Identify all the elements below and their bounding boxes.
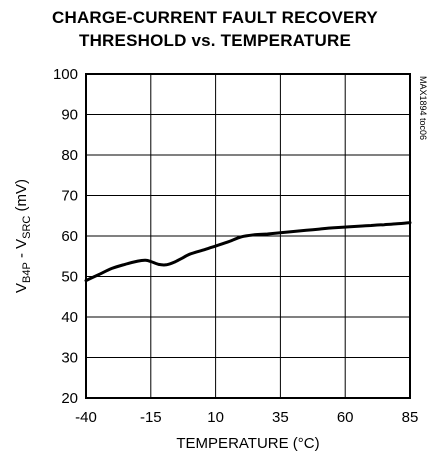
chart-title-line-1: CHARGE-CURRENT FAULT RECOVERY xyxy=(52,8,378,27)
y-tick-label: 70 xyxy=(61,188,78,205)
x-tick-label: 60 xyxy=(337,409,354,426)
y-label-part-3: (mV) xyxy=(13,179,30,216)
y-label-sub-2: SRC xyxy=(21,216,33,239)
figure-code: MAX1894 toc06 xyxy=(418,76,428,140)
x-tick-label: -15 xyxy=(140,409,162,426)
y-tick-label: 30 xyxy=(61,350,78,367)
y-tick-label: 90 xyxy=(61,107,78,124)
x-axis-label: TEMPERATURE (°C) xyxy=(176,435,319,452)
x-tick-label: 85 xyxy=(402,409,419,426)
y-tick-label: 100 xyxy=(53,66,78,83)
y-label-sub-1: B4P xyxy=(21,262,33,283)
series-line xyxy=(84,221,412,283)
x-tick-labels: -40 -15 10 35 60 85 xyxy=(75,409,418,426)
x-tick-label: 10 xyxy=(207,409,224,426)
y-tick-label: 40 xyxy=(61,309,78,326)
plot-frame xyxy=(85,73,411,399)
y-tick-label: 20 xyxy=(61,390,78,407)
y-tick-labels: 20 30 40 50 60 70 80 90 100 xyxy=(53,66,78,407)
x-tick-label: -40 xyxy=(75,409,97,426)
x-tick-label: 35 xyxy=(272,409,289,426)
y-tick-label: 60 xyxy=(61,228,78,245)
chart-title-line-2: THRESHOLD vs. TEMPERATURE xyxy=(79,31,351,50)
y-tick-label: 80 xyxy=(61,147,78,164)
y-label-part-1: V xyxy=(13,283,30,293)
y-label-part-2: - V xyxy=(13,239,30,262)
y-tick-label: 50 xyxy=(61,269,78,286)
y-axis-label: VB4P - VSRC (mV) xyxy=(13,179,33,293)
